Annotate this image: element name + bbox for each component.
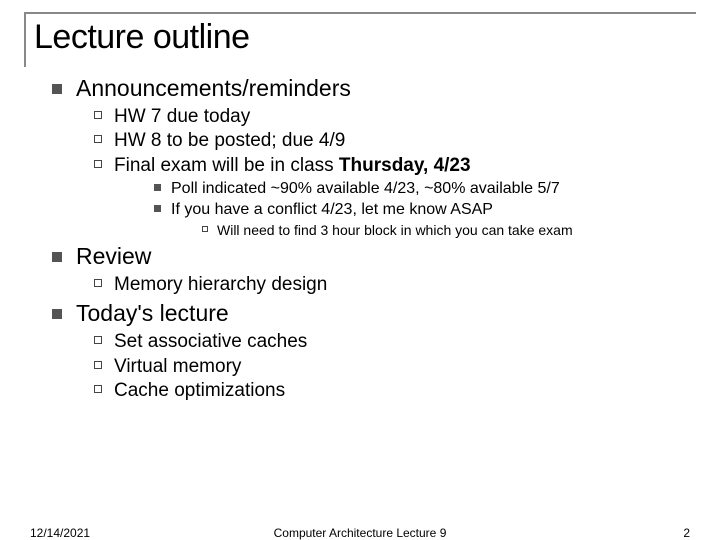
hollow-square-icon bbox=[94, 135, 102, 143]
list-item: If you have a conflict 4/23, let me know… bbox=[154, 200, 696, 220]
hollow-square-icon bbox=[94, 160, 102, 168]
list-item: Poll indicated ~90% available 4/23, ~80%… bbox=[154, 179, 696, 199]
list-item: Virtual memory bbox=[94, 355, 696, 379]
title-container: Lecture outline bbox=[24, 12, 696, 67]
section-announcements: Announcements/reminders bbox=[52, 75, 696, 103]
small-square-icon bbox=[154, 205, 161, 212]
final-exam-text: Final exam will be in class bbox=[114, 155, 339, 176]
section-heading: Review bbox=[76, 243, 151, 271]
section-today: Today's lecture bbox=[52, 300, 696, 328]
item-text: HW 8 to be posted; due 4/9 bbox=[114, 129, 345, 153]
list-item: HW 7 due today bbox=[94, 105, 696, 129]
hollow-square-icon bbox=[94, 336, 102, 344]
slide: Lecture outline Announcements/reminders … bbox=[0, 0, 720, 540]
hollow-square-icon bbox=[94, 279, 102, 287]
hollow-square-icon bbox=[94, 385, 102, 393]
final-exam-date: Thursday, 4/23 bbox=[339, 155, 471, 176]
small-square-icon bbox=[154, 184, 161, 191]
hollow-square-icon bbox=[94, 111, 102, 119]
list-item: Cache optimizations bbox=[94, 379, 696, 403]
item-text: Virtual memory bbox=[114, 355, 241, 379]
square-bullet-icon bbox=[52, 252, 62, 262]
footer-page-number: 2 bbox=[683, 526, 690, 540]
slide-title: Lecture outline bbox=[34, 18, 696, 57]
hollow-square-icon bbox=[94, 361, 102, 369]
list-item: Memory hierarchy design bbox=[94, 273, 696, 297]
list-item: Will need to find 3 hour block in which … bbox=[202, 221, 696, 239]
item-text: HW 7 due today bbox=[114, 105, 250, 129]
tiny-hollow-square-icon bbox=[202, 226, 208, 232]
section-review: Review bbox=[52, 243, 696, 271]
item-text: Cache optimizations bbox=[114, 379, 285, 403]
item-text: Will need to find 3 hour block in which … bbox=[217, 221, 573, 239]
section-heading: Today's lecture bbox=[76, 300, 229, 328]
footer-title: Computer Architecture Lecture 9 bbox=[0, 526, 720, 540]
item-text: Memory hierarchy design bbox=[114, 273, 327, 297]
slide-body: Announcements/reminders HW 7 due today H… bbox=[24, 75, 696, 403]
list-item: Final exam will be in class Thursday, 4/… bbox=[94, 154, 696, 178]
item-text: Final exam will be in class Thursday, 4/… bbox=[114, 154, 471, 178]
item-text: If you have a conflict 4/23, let me know… bbox=[171, 200, 493, 220]
item-text: Set associative caches bbox=[114, 330, 307, 354]
list-item: Set associative caches bbox=[94, 330, 696, 354]
section-heading: Announcements/reminders bbox=[76, 75, 351, 103]
square-bullet-icon bbox=[52, 309, 62, 319]
square-bullet-icon bbox=[52, 84, 62, 94]
item-text: Poll indicated ~90% available 4/23, ~80%… bbox=[171, 179, 560, 199]
list-item: HW 8 to be posted; due 4/9 bbox=[94, 129, 696, 153]
